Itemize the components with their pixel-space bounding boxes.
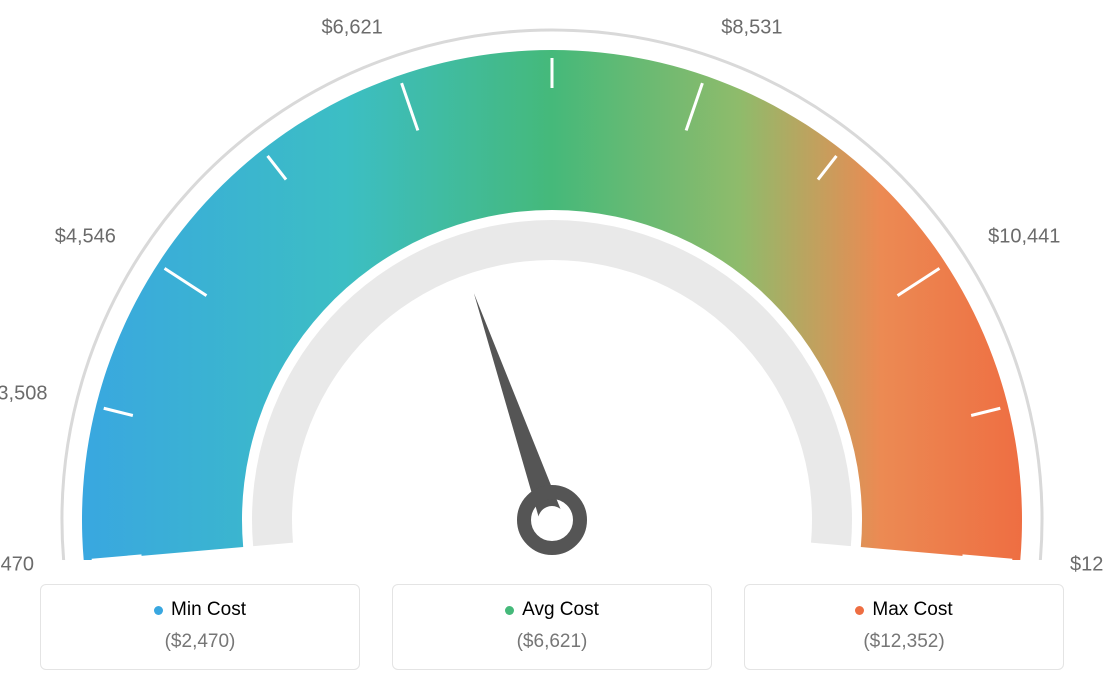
legend-title-min: Min Cost [41, 599, 359, 621]
legend-card-avg: Avg Cost ($6,621) [392, 584, 712, 670]
gauge-tick-label: $4,546 [55, 225, 116, 248]
legend-avg-value: ($6,621) [393, 631, 711, 653]
legend-max-value: ($12,352) [745, 631, 1063, 653]
legend-card-max: Max Cost ($12,352) [744, 584, 1064, 670]
gauge-tick-label: $8,531 [721, 17, 782, 40]
legend-title-avg: Avg Cost [393, 599, 711, 621]
gauge-chart: $2,470$3,508$4,546$6,621$8,531$10,441$12… [0, 0, 1104, 560]
dot-icon [855, 606, 864, 615]
gauge-tick-label: $12,352 [1070, 554, 1104, 577]
legend-min-label: Min Cost [171, 599, 246, 621]
dot-icon [505, 606, 514, 615]
legend-card-min: Min Cost ($2,470) [40, 584, 360, 670]
legend-title-max: Max Cost [745, 599, 1063, 621]
gauge-tick-label: $3,508 [0, 383, 47, 406]
gauge-tick-label: $6,621 [322, 17, 383, 40]
dot-icon [154, 606, 163, 615]
legend-min-value: ($2,470) [41, 631, 359, 653]
cost-gauge-widget: $2,470 $3,508 $4,546 $6,621 $8,531 $10,441 $12… [0, 0, 1104, 690]
legend-row: Min Cost ($2,470) Avg Cost ($6,621) Max … [0, 584, 1104, 670]
legend-max-label: Max Cost [872, 599, 952, 621]
gauge-tick-label: $2,470 [0, 554, 34, 577]
gauge-tick-label: $10,441 [988, 225, 1060, 248]
legend-avg-label: Avg Cost [522, 599, 599, 621]
